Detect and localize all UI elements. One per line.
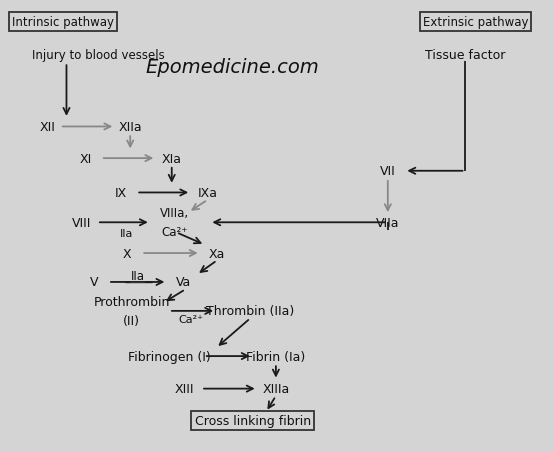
Text: VII: VII [380, 165, 396, 178]
Text: IX: IX [115, 187, 127, 199]
Text: Tissue factor: Tissue factor [425, 49, 506, 61]
Text: Xa: Xa [209, 247, 225, 260]
Text: V: V [90, 276, 99, 289]
Text: X: X [123, 247, 132, 260]
Text: Thrombin (IIa): Thrombin (IIa) [206, 305, 295, 318]
Text: XIII: XIII [174, 382, 194, 395]
Text: VIIa: VIIa [376, 216, 399, 229]
Text: IIa: IIa [120, 229, 133, 239]
Text: VIII: VIII [73, 216, 91, 229]
Text: VIIIa,: VIIIa, [160, 207, 189, 219]
Text: IXa: IXa [198, 187, 218, 199]
Text: XII: XII [39, 121, 55, 133]
Text: Injury to blood vessels: Injury to blood vessels [32, 49, 165, 61]
Text: XI: XI [80, 152, 92, 165]
Text: Ca²⁺: Ca²⁺ [178, 314, 204, 324]
Text: XIIIa: XIIIa [262, 382, 290, 395]
Text: XIa: XIa [162, 152, 182, 165]
Text: Va: Va [176, 276, 192, 289]
Text: Cross linking fibrin: Cross linking fibrin [194, 414, 311, 427]
Text: XIIa: XIIa [119, 121, 142, 133]
Text: Fibrin (Ia): Fibrin (Ia) [247, 350, 305, 363]
Text: Ca²⁺: Ca²⁺ [161, 226, 188, 238]
Text: Prothrombin: Prothrombin [94, 296, 170, 308]
Text: Extrinsic pathway: Extrinsic pathway [423, 16, 528, 29]
Text: Intrinsic pathway: Intrinsic pathway [12, 16, 114, 29]
Text: Epomedicine.com: Epomedicine.com [146, 58, 320, 77]
Text: Fibrinogen (I): Fibrinogen (I) [127, 350, 211, 363]
Text: IIa: IIa [130, 270, 145, 282]
Text: (II): (II) [124, 315, 140, 327]
